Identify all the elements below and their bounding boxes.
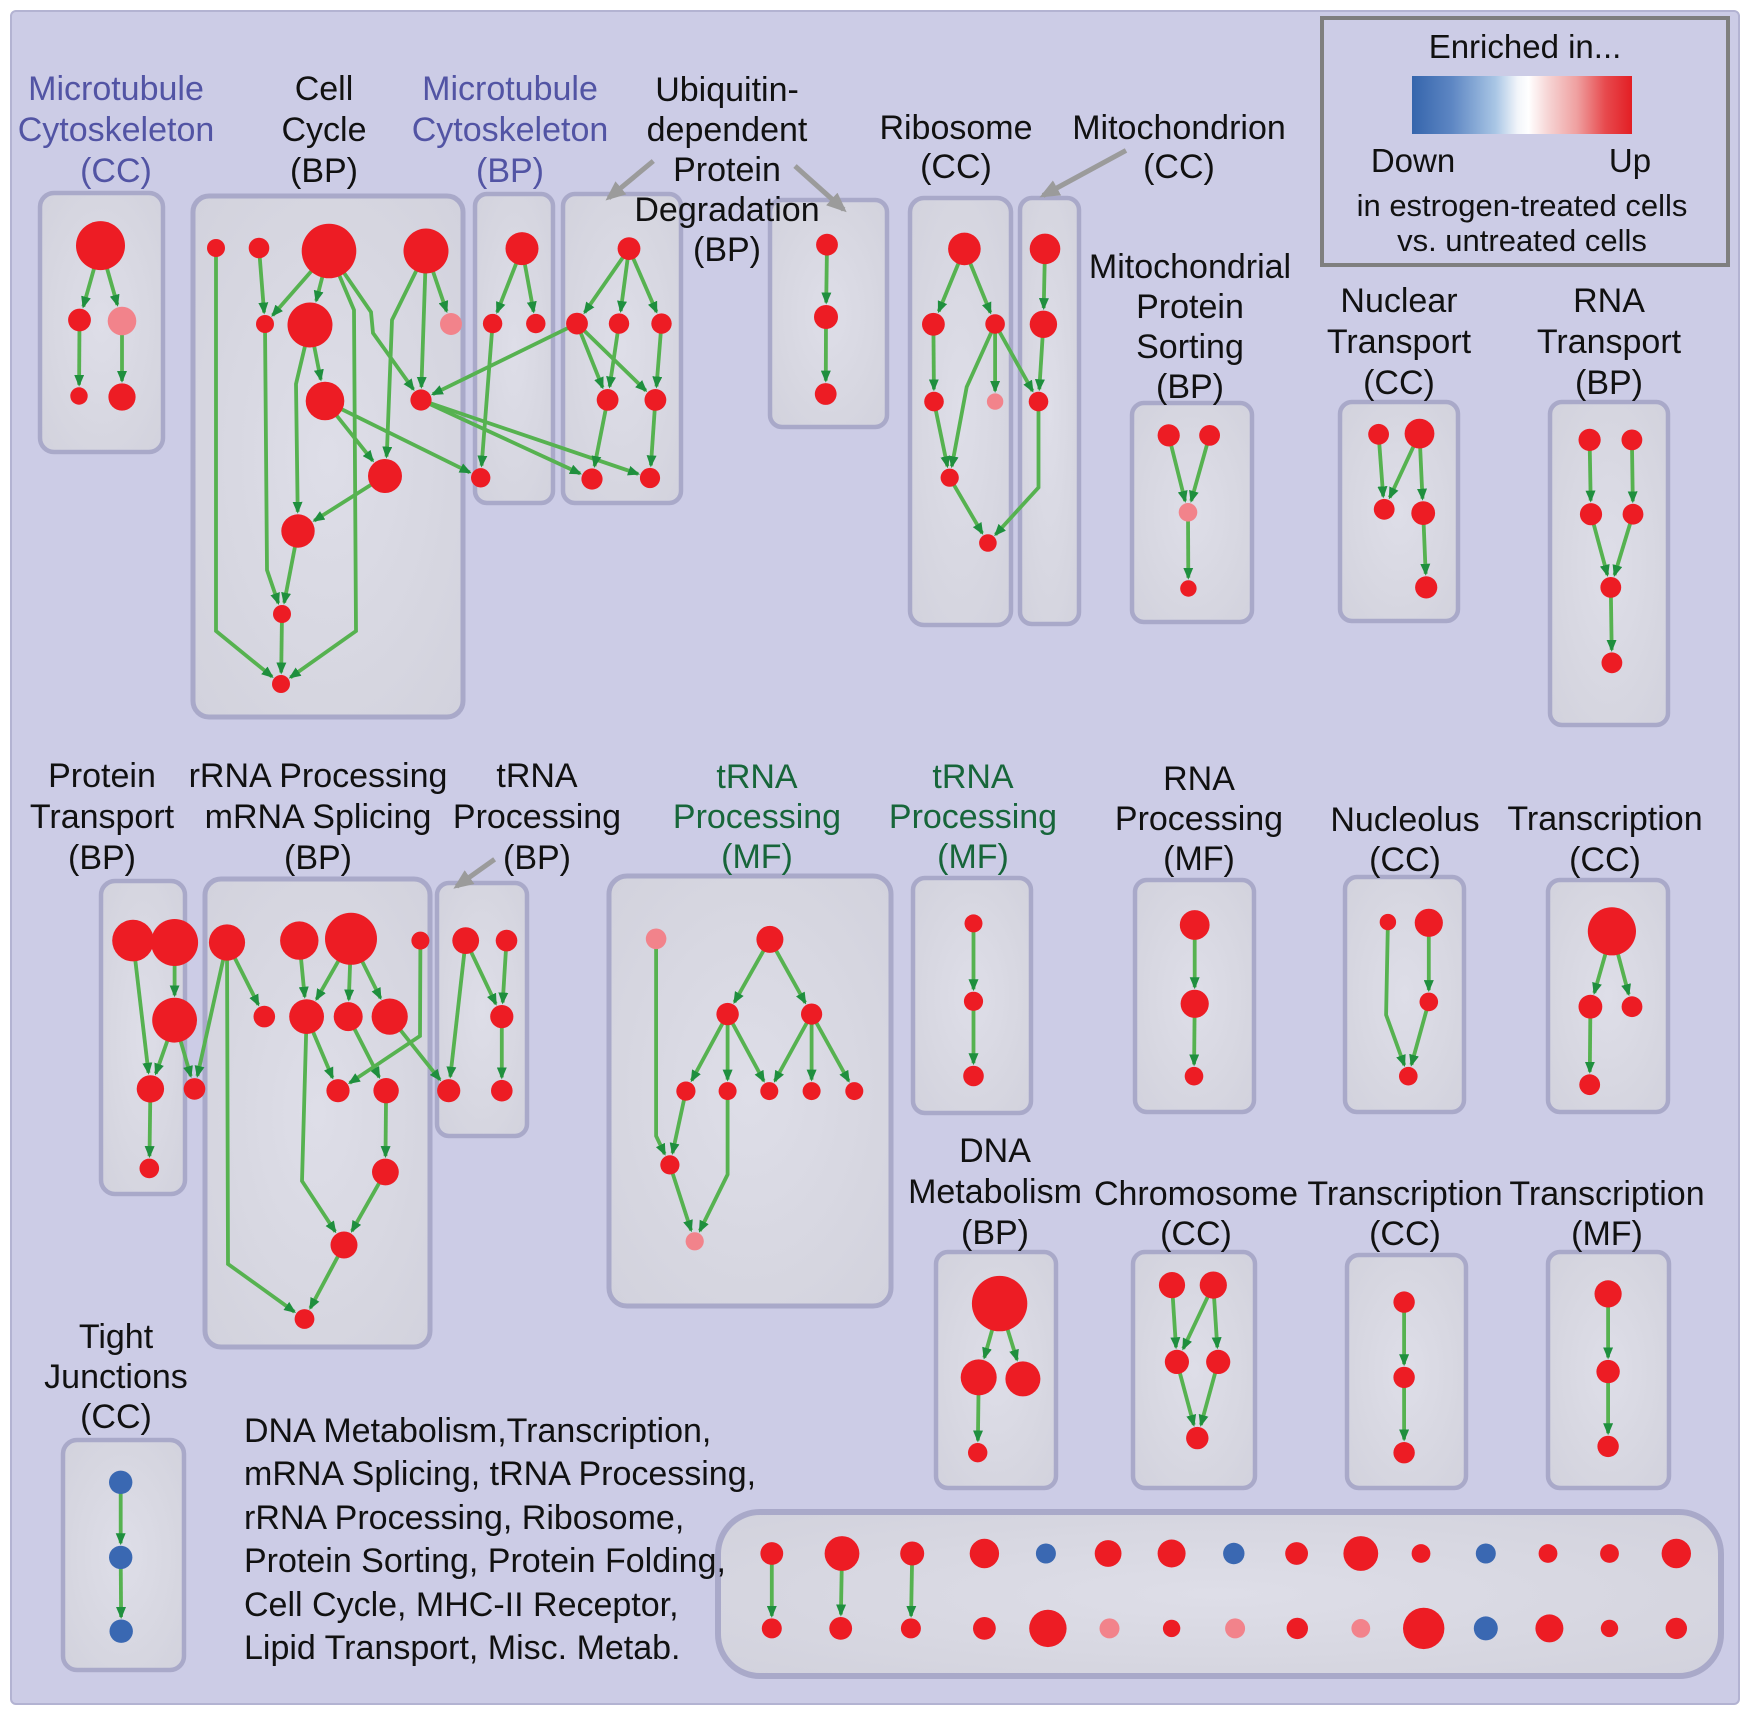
svg-text:Cycle: Cycle xyxy=(281,111,366,149)
svg-text:Cytoskeleton: Cytoskeleton xyxy=(18,111,215,149)
svg-text:(CC): (CC) xyxy=(1160,1215,1232,1253)
svg-text:tRNA: tRNA xyxy=(496,757,578,795)
svg-text:Transport: Transport xyxy=(1537,323,1682,361)
svg-text:Protein: Protein xyxy=(48,757,156,795)
svg-text:Nucleolus: Nucleolus xyxy=(1330,801,1479,839)
svg-text:(MF): (MF) xyxy=(721,838,793,876)
svg-text:Microtubule: Microtubule xyxy=(28,70,204,108)
svg-text:(BP): (BP) xyxy=(68,839,136,877)
svg-text:Microtubule: Microtubule xyxy=(422,70,598,108)
svg-text:Protein Sorting, Protein Foldi: Protein Sorting, Protein Folding, xyxy=(244,1542,726,1580)
svg-text:DNA: DNA xyxy=(959,1132,1031,1170)
svg-text:Enriched in...: Enriched in... xyxy=(1429,28,1622,65)
svg-text:(BP): (BP) xyxy=(1156,368,1224,406)
svg-text:Processing: Processing xyxy=(1115,800,1283,838)
svg-text:RNA: RNA xyxy=(1163,760,1235,798)
svg-text:DNA Metabolism,Transcription,: DNA Metabolism,Transcription, xyxy=(244,1412,711,1450)
svg-text:mRNA Splicing: mRNA Splicing xyxy=(205,798,432,836)
svg-text:Transcription: Transcription xyxy=(1507,800,1702,838)
svg-text:Tight: Tight xyxy=(79,1318,154,1356)
svg-text:(MF): (MF) xyxy=(1163,840,1235,878)
svg-text:Transport: Transport xyxy=(30,798,175,836)
svg-text:Transport: Transport xyxy=(1327,323,1472,361)
svg-text:Cytoskeleton: Cytoskeleton xyxy=(412,111,609,149)
svg-text:(CC): (CC) xyxy=(1569,841,1641,879)
svg-text:(CC): (CC) xyxy=(1143,148,1215,186)
svg-text:(CC): (CC) xyxy=(80,152,152,190)
svg-text:Sorting: Sorting xyxy=(1136,328,1244,366)
svg-text:Mitochondrial: Mitochondrial xyxy=(1089,248,1291,286)
svg-text:Transcription: Transcription xyxy=(1509,1175,1704,1213)
svg-text:Cell Cycle, MHC-II Receptor,: Cell Cycle, MHC-II Receptor, xyxy=(244,1586,679,1624)
svg-text:Protein: Protein xyxy=(1136,288,1244,326)
svg-text:Up: Up xyxy=(1609,142,1651,179)
svg-text:Processing: Processing xyxy=(453,798,621,836)
svg-text:(CC): (CC) xyxy=(80,1398,152,1436)
svg-text:Cell: Cell xyxy=(295,70,354,108)
svg-text:Protein: Protein xyxy=(673,151,781,189)
svg-text:(CC): (CC) xyxy=(1363,364,1435,402)
svg-text:Chromosome: Chromosome xyxy=(1094,1175,1298,1213)
svg-text:(CC): (CC) xyxy=(920,148,992,186)
svg-text:(CC): (CC) xyxy=(1369,1215,1441,1253)
svg-text:tRNA: tRNA xyxy=(932,758,1014,796)
svg-text:(BP): (BP) xyxy=(284,839,352,877)
svg-text:(BP): (BP) xyxy=(1575,364,1643,402)
svg-text:(BP): (BP) xyxy=(961,1214,1029,1252)
svg-text:RNA: RNA xyxy=(1573,282,1645,320)
svg-text:dependent: dependent xyxy=(647,111,808,149)
svg-text:Processing: Processing xyxy=(889,798,1057,836)
svg-text:rRNA Processing, Ribosome,: rRNA Processing, Ribosome, xyxy=(244,1499,684,1537)
svg-text:(BP): (BP) xyxy=(693,231,761,269)
svg-text:Transcription: Transcription xyxy=(1307,1175,1502,1213)
svg-text:in estrogen-treated cells: in estrogen-treated cells xyxy=(1357,188,1688,223)
svg-text:Down: Down xyxy=(1371,142,1455,179)
svg-text:Mitochondrion: Mitochondrion xyxy=(1072,109,1286,147)
svg-text:Ubiquitin-: Ubiquitin- xyxy=(655,71,799,109)
svg-text:(MF): (MF) xyxy=(937,838,1009,876)
svg-text:Metabolism: Metabolism xyxy=(908,1173,1082,1211)
svg-text:Nuclear: Nuclear xyxy=(1340,282,1457,320)
svg-text:rRNA Processing: rRNA Processing xyxy=(189,757,448,795)
svg-text:(BP): (BP) xyxy=(290,152,358,190)
svg-text:vs. untreated cells: vs. untreated cells xyxy=(1397,223,1647,258)
svg-text:(CC): (CC) xyxy=(1369,841,1441,879)
svg-text:Junctions: Junctions xyxy=(44,1358,188,1396)
svg-text:Degradation: Degradation xyxy=(634,191,819,229)
svg-text:(MF): (MF) xyxy=(1571,1215,1643,1253)
svg-text:(BP): (BP) xyxy=(503,839,571,877)
svg-text:Processing: Processing xyxy=(673,798,841,836)
svg-text:tRNA: tRNA xyxy=(716,758,798,796)
svg-text:Lipid Transport, Misc. Metab.: Lipid Transport, Misc. Metab. xyxy=(244,1629,681,1667)
svg-text:mRNA Splicing, tRNA Processing: mRNA Splicing, tRNA Processing, xyxy=(244,1455,756,1493)
svg-text:Ribosome: Ribosome xyxy=(879,109,1032,147)
svg-text:(BP): (BP) xyxy=(476,152,544,190)
